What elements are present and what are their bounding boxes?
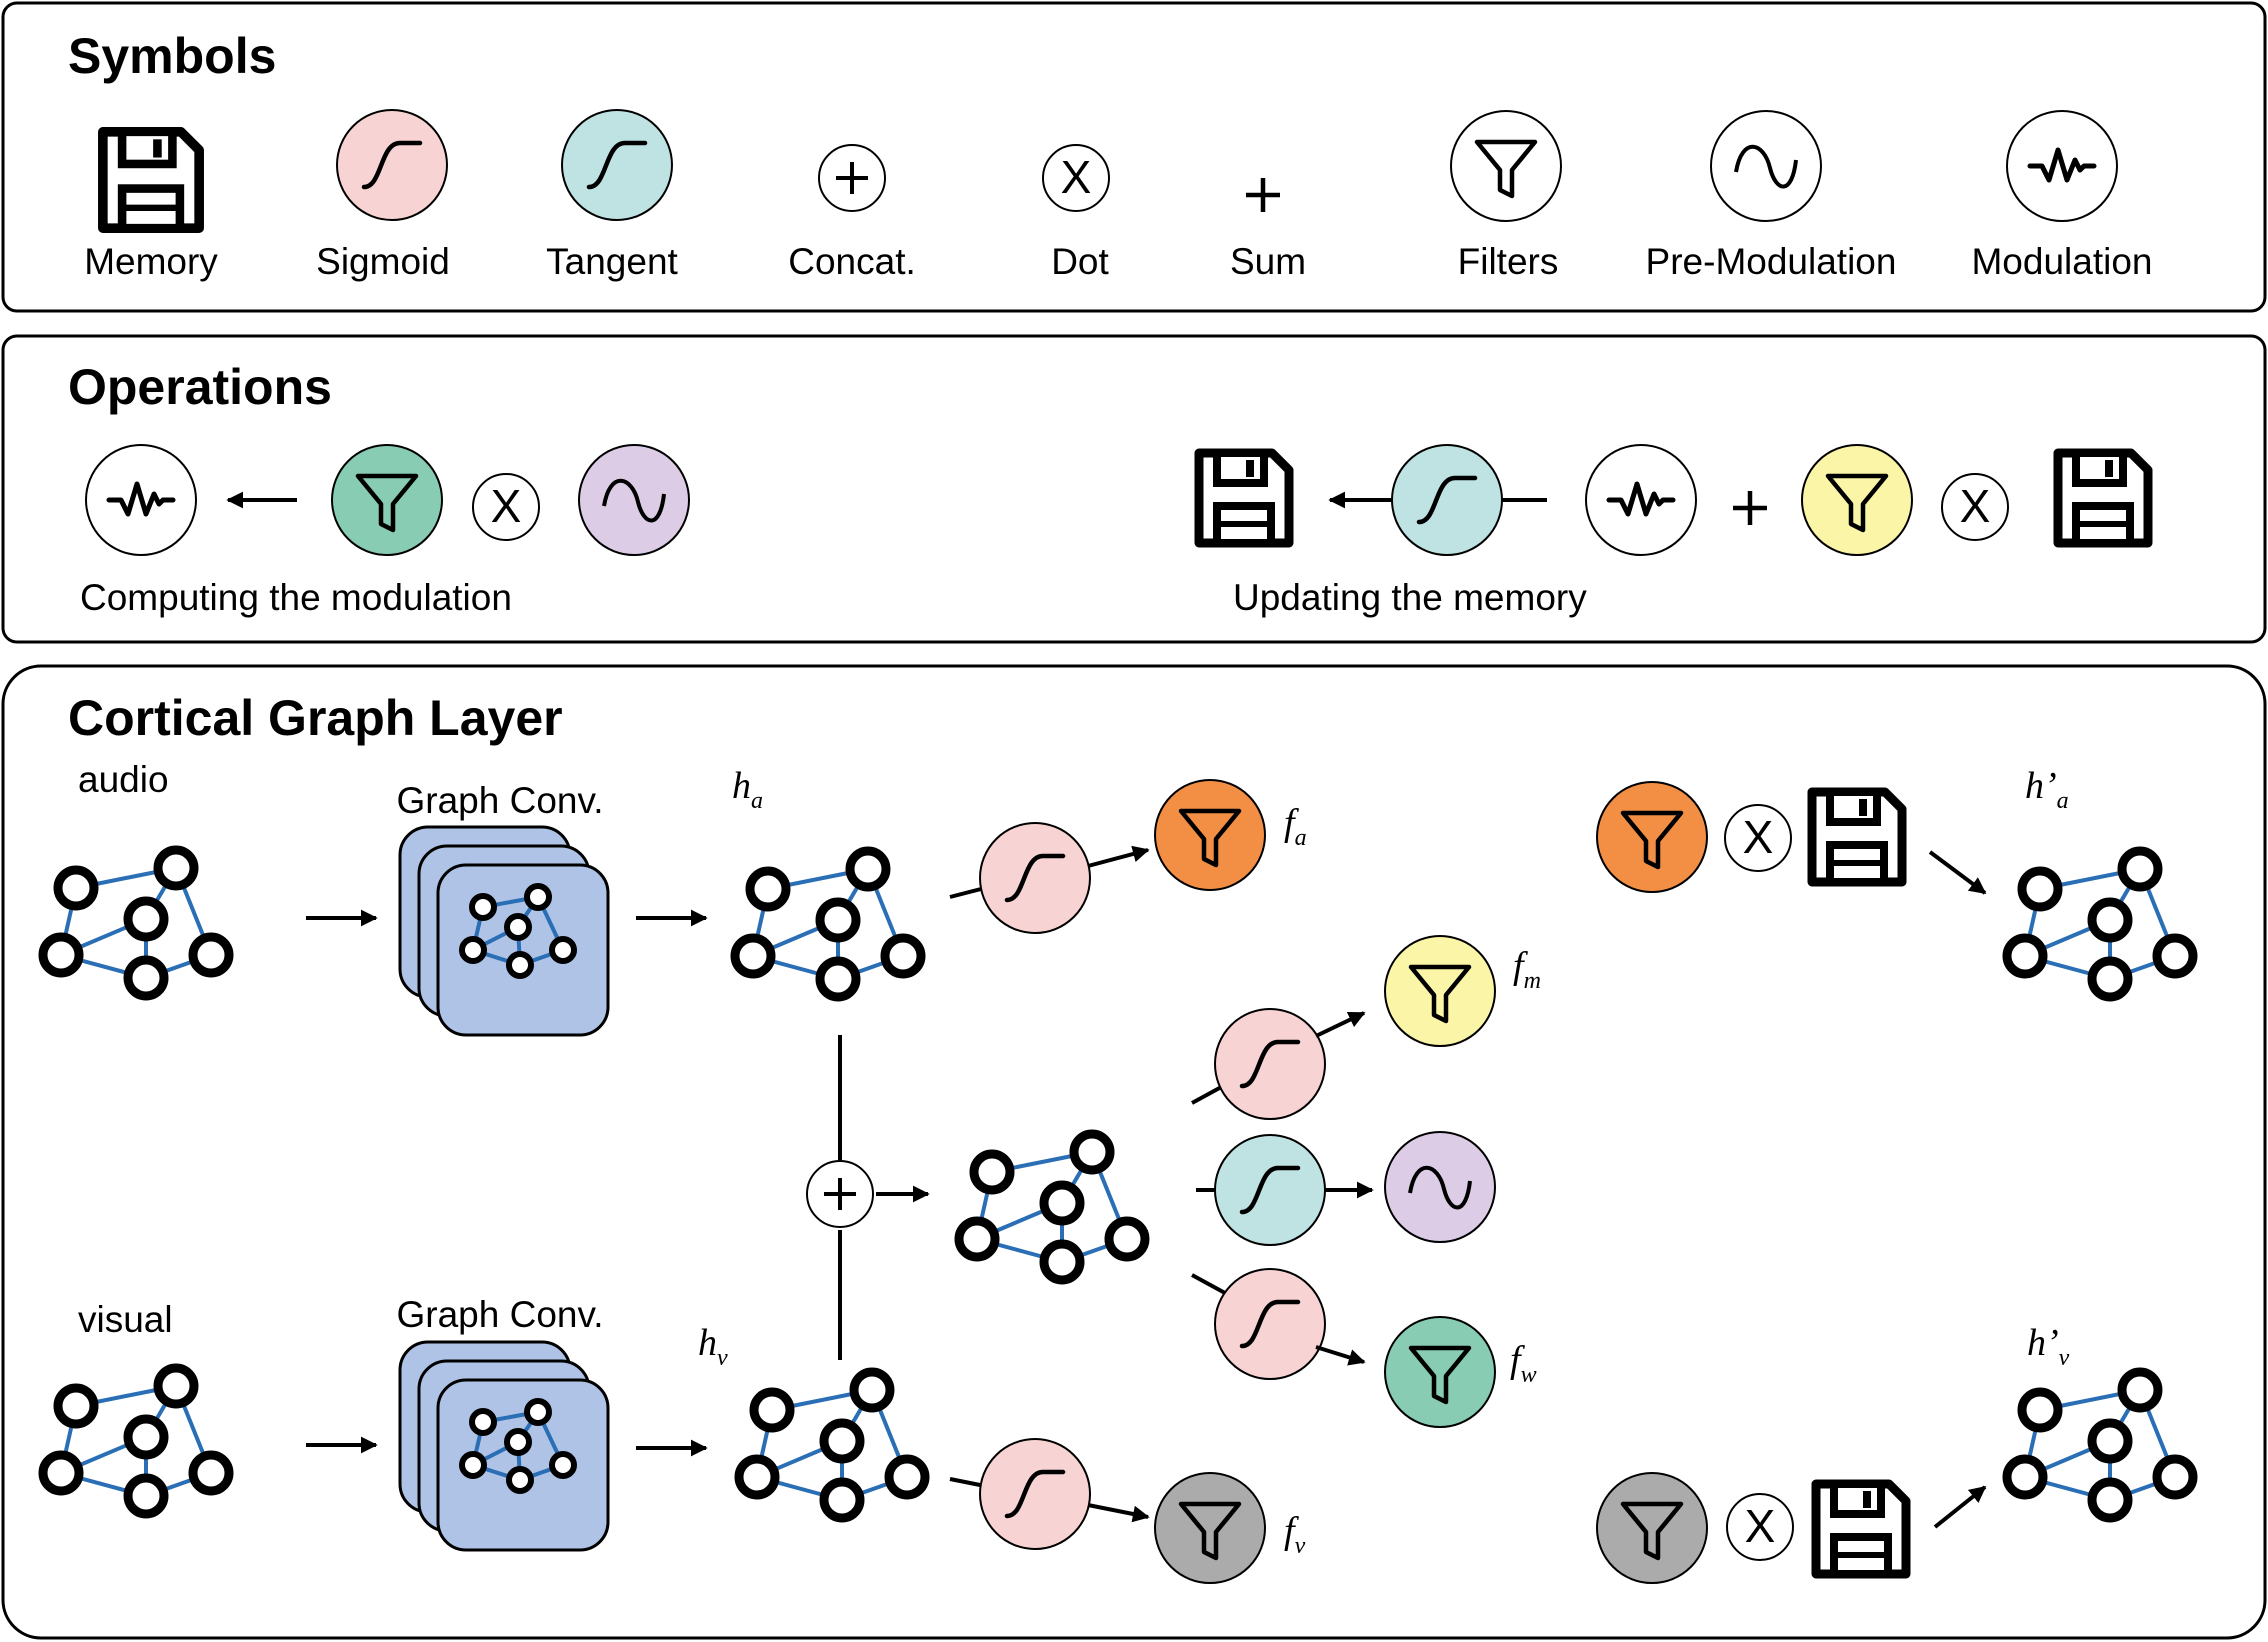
symbols-panel — [1, 1, 2267, 313]
modulation-label: Modulation — [1971, 241, 2152, 282]
audio-graph-conv-label: Graph Conv. — [396, 780, 603, 821]
op-update-dot-icon: X — [1941, 473, 2009, 541]
filters-label: Filters — [1458, 241, 1559, 282]
fusion-graph — [959, 1134, 1145, 1280]
f-w-label: fw — [1510, 1339, 1537, 1388]
h-v-label: hv — [698, 1322, 728, 1371]
out-v-arrow — [1933, 1485, 1987, 1529]
tangent-label: Tangent — [546, 241, 678, 282]
sigmoid-to-f-m-arrow — [1315, 1011, 1366, 1038]
op-memory-out-icon — [1199, 453, 1289, 543]
sigmoid-to-f-w-arrow — [1315, 1345, 1366, 1366]
cortical-panel — [1, 664, 2267, 1640]
dot-label: Dot — [1051, 241, 1109, 282]
dot-icon: X — [1042, 144, 1110, 212]
f-v-filter-icon — [1154, 1472, 1266, 1584]
computing-label: Computing the modulation — [80, 577, 512, 618]
op-filter-m-icon — [1801, 444, 1913, 556]
f-m-label: fm — [1513, 945, 1541, 994]
fusion-sigmoid-w-icon — [1214, 1268, 1326, 1380]
op-filter-w-icon — [331, 444, 443, 556]
fusion-pre-modulation-icon — [1384, 1131, 1496, 1243]
symbols-title: Symbols — [68, 28, 276, 84]
audio-label: audio — [78, 759, 169, 800]
pre-modulation-label: Pre-Modulation — [1646, 241, 1897, 282]
op-tangent-icon — [1391, 444, 1503, 556]
modulation-icon — [2006, 110, 2118, 222]
f-w-filter-icon — [1384, 1316, 1496, 1428]
out-a-dot-glyph: X — [1743, 811, 1774, 863]
f-a-filter-icon — [1154, 779, 1266, 891]
sigmoid-to-f-v-arrow — [1087, 1503, 1150, 1523]
h-v-to-sigmoid-line — [949, 1477, 986, 1488]
op-pre-modulation-icon — [578, 444, 690, 556]
visual-graph-conv-stack — [398, 1340, 610, 1552]
out-a-memory-icon — [1812, 792, 1902, 882]
out-a-arrow — [1928, 850, 1987, 895]
sigmoid-label: Sigmoid — [316, 241, 450, 282]
memory-icon — [103, 132, 199, 228]
f-v-label: fv — [1284, 1510, 1306, 1559]
visual-graph-conv-label: Graph Conv. — [396, 1294, 603, 1335]
sum-icon — [1246, 178, 1280, 212]
updating-label: Updating the memory — [1233, 577, 1587, 618]
h-prime-v-graph — [2007, 1372, 2193, 1518]
audio-graph-conv-stack — [398, 825, 610, 1037]
h-v-graph — [739, 1372, 925, 1518]
tangent-icon — [561, 109, 673, 221]
sum-label: Sum — [1230, 241, 1306, 282]
h-prime-a-label: h’a — [2025, 765, 2069, 814]
op-dot-icon: X — [472, 473, 540, 541]
out-v-dot-icon: X — [1726, 1493, 1794, 1561]
out-a-dot-icon: X — [1724, 804, 1792, 872]
visual-label: visual — [78, 1299, 173, 1340]
visual-input-graph — [43, 1368, 229, 1514]
cortical-title: Cortical Graph Layer — [68, 690, 563, 746]
fusion-concat-icon — [806, 1160, 874, 1228]
dot-glyph: X — [1061, 151, 1092, 203]
operations-title: Operations — [68, 359, 332, 415]
fusion-sigmoid-m-icon — [1214, 1008, 1326, 1120]
fusion-to-sigmoid-w-line — [1191, 1273, 1226, 1295]
f-m-filter-icon — [1384, 935, 1496, 1047]
audio-input-graph — [43, 850, 229, 996]
op-dot-glyph: X — [491, 480, 522, 532]
op-memory-in-icon — [2058, 453, 2148, 543]
h-prime-a-graph — [2007, 851, 2193, 997]
h-a-to-sigmoid-line — [949, 886, 986, 899]
memory-label: Memory — [84, 241, 218, 282]
concat-label: Concat. — [788, 241, 916, 282]
op-update-modulation-icon — [1585, 444, 1697, 556]
sigmoid-icon — [336, 109, 448, 221]
pre-modulation-icon — [1710, 110, 1822, 222]
h-a-sigmoid-icon — [979, 822, 1091, 934]
f-a-label: fa — [1284, 802, 1307, 851]
op-plus-icon — [1733, 491, 1767, 525]
out-v-dot-glyph: X — [1745, 1500, 1776, 1552]
h-prime-v-label: h’v — [2027, 1322, 2070, 1371]
operations-panel — [1, 334, 2267, 644]
sigmoid-to-f-a-arrow — [1087, 845, 1150, 868]
out-a-filter-icon — [1596, 781, 1708, 893]
filter-icon — [1450, 110, 1562, 222]
out-v-memory-icon — [1816, 1484, 1906, 1574]
fusion-tangent-icon — [1214, 1134, 1326, 1246]
h-a-label: ha — [732, 765, 763, 814]
op-update-dot-glyph: X — [1960, 480, 1991, 532]
out-v-filter-icon — [1596, 1472, 1708, 1584]
h-v-sigmoid-icon — [979, 1438, 1091, 1550]
op-modulation-icon — [85, 444, 197, 556]
h-a-graph — [735, 851, 921, 997]
concat-icon — [818, 144, 886, 212]
